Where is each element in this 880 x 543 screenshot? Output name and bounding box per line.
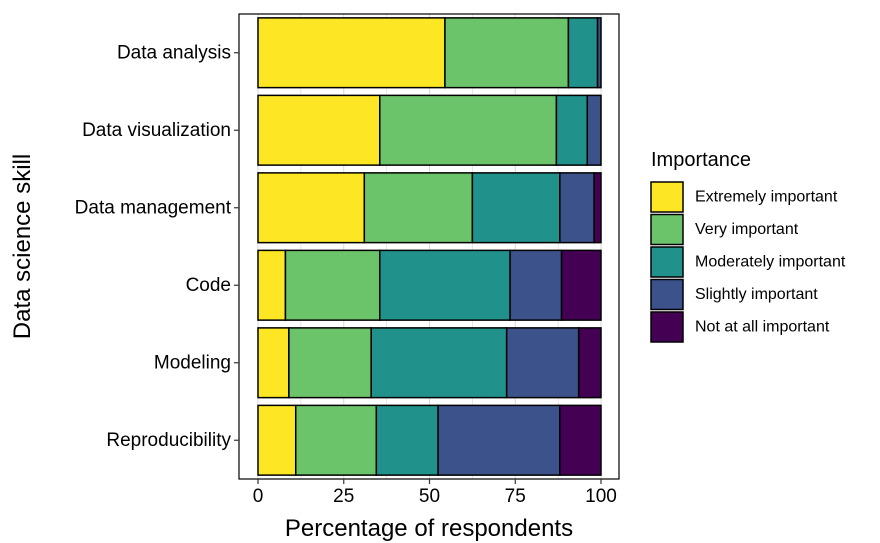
x-axis-title: Percentage of respondents (285, 515, 573, 542)
bar-data-management-slightly-important (559, 172, 595, 244)
bar-data-analysis-very-important (444, 17, 570, 89)
bar-modeling-moderately-important (370, 327, 508, 399)
bar-data-analysis-moderately-important (567, 17, 599, 89)
legend-swatch-moderately-important (650, 246, 684, 278)
x-tick-label: 75 (505, 486, 526, 507)
bar-code-extremely-important (257, 249, 287, 321)
bar-data-management-very-important (363, 172, 474, 244)
bar-reproducibility-very-important (294, 404, 378, 476)
y-tick-label: Code (186, 275, 231, 296)
x-tick-label: 25 (333, 486, 354, 507)
legend-label-very-important: Very important (695, 221, 799, 238)
x-axis: 0 25 50 75 100 (253, 479, 617, 507)
bar-data-visualization-extremely-important (257, 94, 381, 166)
bar-code-not-at-all-important (560, 249, 602, 321)
bar-code-slightly-important (509, 249, 563, 321)
y-axis: Data analysis Data visualization Data mana… (75, 42, 239, 451)
legend-label-extremely-important: Extremely important (695, 189, 838, 206)
bar-reproducibility-extremely-important (257, 404, 297, 476)
bar-modeling-not-at-all-important (577, 327, 602, 399)
bar-data-management-moderately-important (471, 172, 561, 244)
y-tick-label: Reproducibility (106, 430, 231, 451)
bar-modeling-extremely-important (257, 327, 290, 399)
legend-swatch-slightly-important (650, 278, 684, 311)
legend: Importance Extremely important Very impor… (650, 149, 846, 343)
legend-swatch-not-at-all-important (650, 311, 684, 343)
bar-modeling-very-important (288, 327, 372, 399)
bar-code-very-important (284, 249, 381, 321)
legend-items: Extremely important Very important Moderat… (650, 181, 846, 343)
bar-data-analysis-slightly-important (596, 17, 602, 89)
legend-swatch-extremely-important (650, 181, 684, 213)
bar-data-analysis-extremely-important (257, 17, 446, 89)
legend-label-moderately-important: Moderately important (695, 254, 846, 271)
y-tick-label: Data visualization (82, 120, 231, 141)
bar-data-management-not-at-all-important (593, 172, 602, 244)
legend-label-slightly-important: Slightly important (695, 286, 818, 303)
bar-code-moderately-important (379, 249, 511, 321)
bar-data-visualization-slightly-important (586, 94, 602, 166)
y-tick-label: Modeling (154, 352, 231, 373)
gridlines (257, 14, 602, 479)
y-tick-label: Data management (75, 197, 232, 218)
legend-label-not-at-all-important: Not at all important (695, 319, 830, 336)
legend-title: Importance (651, 149, 751, 171)
bar-data-visualization-moderately-important (555, 94, 589, 166)
bar-reproducibility-slightly-important (437, 404, 561, 476)
x-tick-label: 50 (419, 486, 440, 507)
y-axis-title: Data science skill (9, 154, 36, 339)
legend-swatch-very-important (650, 213, 684, 246)
bars (257, 17, 602, 476)
x-tick-label: 100 (585, 486, 617, 507)
bar-modeling-slightly-important (505, 327, 580, 399)
x-tick-label: 0 (253, 486, 264, 507)
y-tick-label: Data analysis (117, 42, 231, 63)
bar-reproducibility-moderately-important (375, 404, 439, 476)
bar-reproducibility-not-at-all-important (559, 404, 602, 476)
bar-data-management-extremely-important (257, 172, 366, 244)
bar-data-visualization-very-important (379, 94, 558, 166)
